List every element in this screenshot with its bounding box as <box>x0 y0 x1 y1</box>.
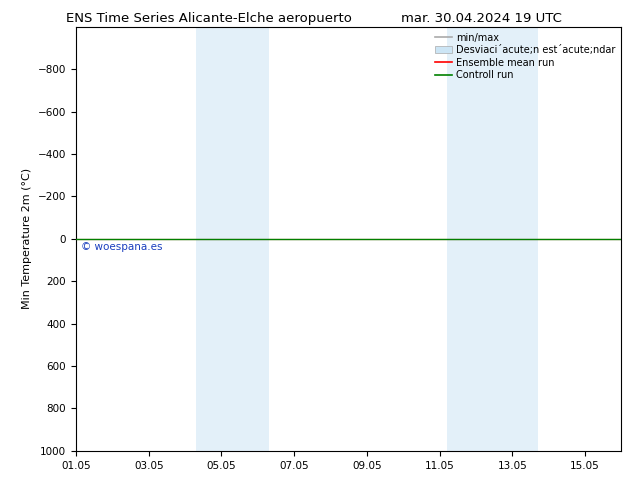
Y-axis label: Min Temperature 2m (°C): Min Temperature 2m (°C) <box>22 168 32 310</box>
Text: mar. 30.04.2024 19 UTC: mar. 30.04.2024 19 UTC <box>401 12 562 25</box>
Bar <box>196 27 269 451</box>
Text: © woespana.es: © woespana.es <box>81 242 162 252</box>
Bar <box>447 27 538 451</box>
Legend: min/max, Desviaci´acute;n est´acute;ndar, Ensemble mean run, Controll run: min/max, Desviaci´acute;n est´acute;ndar… <box>432 30 618 83</box>
Text: ENS Time Series Alicante-Elche aeropuerto: ENS Time Series Alicante-Elche aeropuert… <box>67 12 352 25</box>
